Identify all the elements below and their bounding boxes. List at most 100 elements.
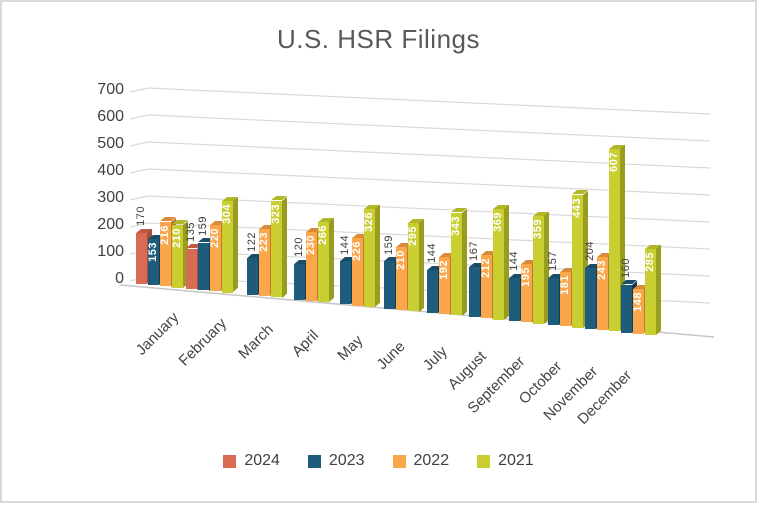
- bar-2022-september: [520, 259, 537, 323]
- bar-front-face: [363, 208, 375, 307]
- bar-front-face: [246, 258, 258, 296]
- bar-front-face: [317, 222, 329, 303]
- bar-2021-april: [317, 218, 334, 303]
- bar-value-label: 210: [395, 250, 407, 270]
- bar-front-face: [305, 231, 317, 301]
- bar-value-label: 192: [438, 259, 450, 280]
- bar-front-face: [408, 222, 419, 312]
- legend: 2024 2023 2022 2021: [2, 452, 755, 470]
- bar-2021-september: [532, 211, 549, 324]
- legend-swatch-icon: [477, 454, 491, 468]
- bar-value-label: 160: [620, 257, 632, 278]
- bar-value-label: 210: [171, 227, 183, 248]
- bar-value-label: 170: [135, 206, 147, 227]
- bar-front-face: [609, 149, 620, 332]
- gridline: [129, 195, 711, 223]
- y-axis-tick-label: 100: [97, 243, 124, 260]
- bar-2023-march: [246, 254, 263, 296]
- y-axis-tick-label: 400: [97, 162, 124, 179]
- bar-2022-july: [439, 252, 455, 315]
- bar-front-face: [222, 201, 233, 293]
- y-axis-tick-label: 0: [115, 270, 124, 287]
- bar-front-face: [508, 278, 520, 322]
- gridline: [129, 168, 711, 196]
- legend-item-2021: 2021: [477, 452, 534, 470]
- bar-value-label: 295: [407, 225, 419, 246]
- bar-front-face: [396, 247, 407, 310]
- y-axis-tick-label: 600: [97, 108, 124, 125]
- bar-front-face: [559, 272, 571, 327]
- bar-2021-march: [270, 196, 287, 298]
- bar-front-face: [339, 261, 351, 305]
- bar-2021-august: [492, 204, 509, 320]
- bar-value-label: 359: [531, 218, 544, 239]
- chart-title: U.S. HSR Filings: [276, 24, 481, 54]
- y-axis-tick-label: 300: [97, 189, 124, 206]
- bar-2022-june: [396, 242, 412, 310]
- bar-value-label: 220: [209, 228, 221, 249]
- bar-front-face: [427, 269, 438, 314]
- gridline: [129, 222, 711, 250]
- bar-front-face: [571, 194, 583, 328]
- bar-front-face: [258, 229, 270, 297]
- bar-front-face: [186, 248, 197, 289]
- bar-2021-may: [363, 204, 380, 307]
- bar-value-label: 443: [570, 197, 583, 218]
- bar-front-face: [633, 289, 644, 334]
- legend-label: 2024: [244, 452, 280, 469]
- bar-value-label: 144: [507, 251, 520, 272]
- bar-value-label: 607: [608, 152, 620, 173]
- gridline: [129, 141, 711, 169]
- bar-value-label: 195: [519, 266, 532, 287]
- bar-2023-september: [508, 273, 525, 322]
- bar-value-label: 157: [546, 251, 559, 272]
- bar-front-face: [270, 200, 282, 298]
- bar-value-label: 243: [596, 260, 608, 281]
- bar-value-label: 144: [338, 234, 351, 255]
- bar-front-face: [210, 225, 221, 292]
- bar-front-face: [520, 263, 532, 323]
- bar-2022-march: [258, 225, 275, 297]
- bar-2023-june: [384, 256, 400, 309]
- bar-2023-october: [547, 273, 564, 326]
- bar-2023-august: [468, 262, 485, 318]
- bar-front-face: [136, 233, 147, 284]
- bar-2022-august: [480, 250, 497, 319]
- bar-2021-february: [222, 197, 238, 293]
- bar-front-face: [293, 263, 305, 300]
- bar-front-face: [439, 256, 450, 315]
- y-axis-tick-label: 700: [97, 81, 124, 98]
- bar-front-face: [148, 239, 159, 286]
- bar-value-label: 167: [467, 240, 480, 261]
- bar-2023-february: [198, 238, 214, 291]
- bar-value-label: 120: [292, 237, 305, 258]
- bar-front-face: [597, 257, 608, 331]
- bar-2023-may: [339, 256, 356, 305]
- bar-2022-december: [633, 285, 649, 334]
- bar-value-label: 223: [257, 232, 270, 253]
- y-axis-tick-label: 500: [97, 135, 124, 152]
- bar-2023-april: [293, 259, 310, 300]
- bar-2023-november: [585, 263, 601, 329]
- bar-2021-january: [172, 220, 188, 288]
- bar-value-label: 326: [362, 211, 375, 232]
- bar-2021-june: [408, 218, 424, 312]
- bar-value-label: 153: [147, 242, 159, 263]
- bar-value-label: 122: [245, 231, 258, 252]
- legend-label: 2023: [328, 452, 365, 469]
- y-axis-tick-label: 200: [97, 216, 124, 233]
- legend-item-2022: 2022: [392, 452, 449, 470]
- bar-value-label: 323: [269, 203, 282, 224]
- bar-front-face: [621, 284, 632, 333]
- bar-front-face: [198, 242, 209, 291]
- bar-2022-april: [305, 227, 322, 301]
- gridline: [129, 114, 711, 142]
- bar-2021-november: [609, 144, 625, 332]
- gridline: [129, 87, 711, 115]
- bar-value-label: 304: [221, 204, 233, 225]
- legend-swatch-icon: [223, 454, 237, 468]
- bar-front-face: [547, 278, 559, 326]
- bar-2021-december: [645, 245, 661, 335]
